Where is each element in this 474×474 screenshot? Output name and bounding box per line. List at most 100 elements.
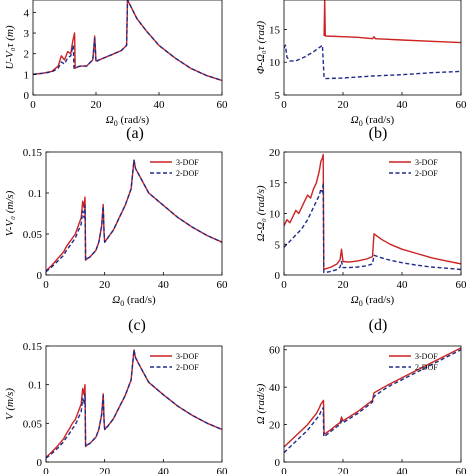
x-tick-label-d: 60 bbox=[456, 279, 468, 291]
x-tick-label-c: 0 bbox=[43, 279, 49, 291]
y-tick-label-e: 0.15 bbox=[23, 341, 43, 353]
axes-frame-a bbox=[32, 0, 223, 96]
legend-label-c: 3-DOF bbox=[176, 158, 199, 167]
legend-label-d: 2-DOF bbox=[415, 169, 438, 178]
x-axis-label-c: Ω0 (rad/s) bbox=[112, 294, 156, 308]
y-tick-label-e: 0 bbox=[37, 457, 43, 469]
x-axis-label-unit: (rad/s) bbox=[118, 114, 150, 126]
axes-frame-c bbox=[45, 151, 223, 276]
x-tick-label-e: 60 bbox=[217, 466, 229, 474]
x-axis-label-sub: 0 bbox=[120, 299, 124, 308]
legend-label-e: 3-DOF bbox=[176, 352, 199, 361]
series-line-b-2dof bbox=[284, 44, 461, 80]
x-tick-label-a: 60 bbox=[217, 99, 229, 111]
x-axis-label-sub: 0 bbox=[359, 119, 363, 128]
series-line-a-2dof bbox=[33, 0, 222, 82]
x-axis-label-symbol: Ω bbox=[351, 294, 359, 306]
y-tick-label-f: 40 bbox=[269, 382, 281, 394]
series-line-d-2dof bbox=[284, 182, 461, 274]
x-tick-label-d: 40 bbox=[397, 279, 409, 291]
axes-frame-b bbox=[283, 0, 462, 96]
x-tick-label-b: 20 bbox=[338, 99, 350, 111]
y-tick-label-d: 0 bbox=[275, 270, 281, 282]
y-tick-label-f: 60 bbox=[269, 345, 281, 357]
y-tick-label-b: 5 bbox=[275, 90, 281, 102]
y-tick-label-c: 0.05 bbox=[23, 229, 43, 241]
y-tick-label-f: 20 bbox=[269, 420, 281, 432]
y-tick-label-a: 3 bbox=[24, 28, 30, 40]
x-axis-label-unit: (rad/s) bbox=[363, 114, 395, 126]
axes-frame-e bbox=[45, 345, 223, 463]
y-axis-label-f: Ω (rad/s) bbox=[255, 383, 267, 424]
y-tick-label-e: 0.1 bbox=[28, 380, 42, 392]
x-tick-label-a: 40 bbox=[154, 99, 166, 111]
panel-label-b: (b) bbox=[369, 125, 388, 142]
x-tick-label-e: 20 bbox=[99, 466, 111, 474]
x-axis-label-b: Ω0 (rad/s) bbox=[351, 114, 395, 128]
x-tick-label-c: 20 bbox=[99, 279, 111, 291]
x-axis-label-sub: 0 bbox=[359, 299, 363, 308]
y-tick-label-a: 2 bbox=[24, 49, 30, 61]
legend-label-f: 3-DOF bbox=[415, 352, 438, 361]
x-tick-label-f: 60 bbox=[456, 466, 468, 474]
y-tick-label-e: 0.05 bbox=[23, 418, 43, 430]
x-tick-label-d: 20 bbox=[338, 279, 350, 291]
series-line-b-3dof bbox=[323, 0, 461, 44]
series-line-e-2dof bbox=[46, 349, 222, 459]
x-tick-label-d: 0 bbox=[281, 279, 287, 291]
series-line-f-2dof bbox=[284, 349, 461, 454]
y-axis-label-c: V-V₀ (m/s) bbox=[4, 190, 16, 236]
legend-label-f: 2-DOF bbox=[415, 363, 438, 372]
x-tick-label-b: 40 bbox=[397, 99, 409, 111]
panel-f: 0 20 40 60 0 20 40 60 Ω (rad/s) 3-DOF 2-DOF bbox=[255, 345, 467, 474]
x-tick-label-c: 40 bbox=[158, 279, 170, 291]
x-tick-label-c: 60 bbox=[217, 279, 229, 291]
x-tick-label-f: 0 bbox=[281, 466, 287, 474]
legend-label-c: 2-DOF bbox=[176, 169, 199, 178]
y-tick-label-b: 15 bbox=[269, 24, 281, 36]
y-tick-label-a: 4 bbox=[24, 7, 30, 19]
x-tick-label-e: 0 bbox=[43, 466, 49, 474]
panel-label-a: (a) bbox=[126, 125, 144, 142]
y-tick-label-c: 0.1 bbox=[28, 188, 42, 200]
x-tick-label-a: 0 bbox=[30, 99, 36, 111]
legend-label-e: 2-DOF bbox=[176, 363, 199, 372]
x-tick-label-f: 20 bbox=[338, 466, 350, 474]
x-axis-label-symbol: Ω bbox=[106, 114, 114, 126]
x-tick-label-e: 40 bbox=[158, 466, 170, 474]
x-axis-label-a: Ω0 (rad/s) bbox=[106, 114, 150, 128]
y-tick-label-b: 10 bbox=[269, 57, 281, 69]
x-axis-label-sub: 0 bbox=[114, 119, 118, 128]
y-tick-label-a: 1 bbox=[24, 69, 30, 81]
axes-frame-f bbox=[283, 345, 462, 463]
y-tick-label-a: 0 bbox=[24, 90, 30, 102]
panel-e: 0 20 40 60 0 0.05 0.1 0.15 V (m/s) 3-DOF 2-DOF bbox=[4, 341, 228, 474]
x-tick-label-b: 0 bbox=[281, 99, 287, 111]
panel-c: 0 20 40 60 0 0.05 0.1 0.15 V-V₀ (m/s) Ω0 (rad/s)(… bbox=[4, 147, 228, 334]
x-axis-label-unit: (rad/s) bbox=[124, 294, 156, 306]
panel-label-d: (d) bbox=[369, 317, 388, 334]
x-axis-label-d: Ω0 (rad/s) bbox=[351, 294, 395, 308]
x-tick-label-b: 60 bbox=[456, 99, 468, 111]
x-axis-label-symbol: Ω bbox=[351, 114, 359, 126]
y-tick-label-d: 10 bbox=[269, 209, 281, 221]
series-line-d-3dof bbox=[284, 153, 461, 270]
y-tick-label-d: 20 bbox=[269, 147, 281, 159]
series-line-f-3dof bbox=[284, 347, 461, 448]
y-axis-label-a: U-V₀τ (m) bbox=[4, 25, 16, 69]
x-axis-label-unit: (rad/s) bbox=[363, 294, 395, 306]
series-line-c-2dof bbox=[46, 159, 222, 273]
x-axis-label-symbol: Ω bbox=[112, 294, 120, 306]
x-tick-label-f: 40 bbox=[397, 466, 409, 474]
y-tick-label-c: 0.15 bbox=[23, 147, 43, 159]
y-axis-label-e: V (m/s) bbox=[4, 388, 16, 420]
y-tick-label-c: 0 bbox=[37, 270, 43, 282]
y-axis-label-b: Φ-Ω₀τ (rad) bbox=[255, 21, 267, 74]
y-axis-label-d: Ω-Ω₀ (rad/s) bbox=[255, 185, 267, 241]
x-tick-label-a: 20 bbox=[91, 99, 103, 111]
y-tick-label-d: 5 bbox=[275, 239, 281, 251]
